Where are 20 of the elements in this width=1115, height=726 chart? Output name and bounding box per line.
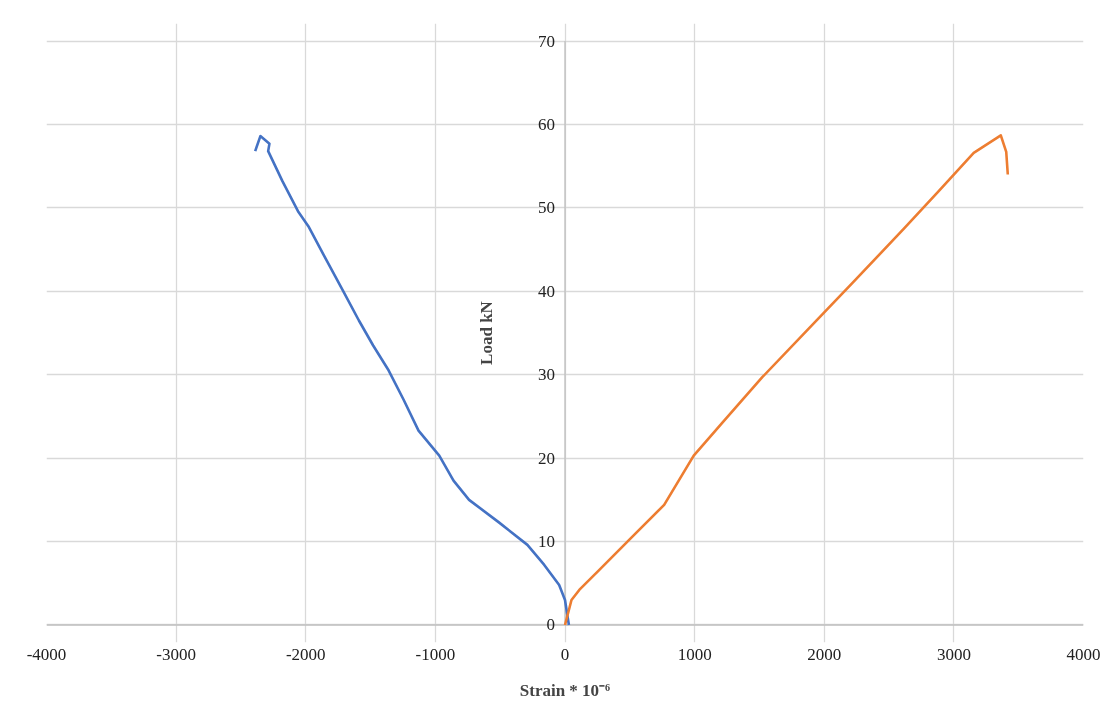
x-tick-label: -2000 (285, 644, 326, 664)
x-axis-title: Strain * 10⁻⁶ (519, 680, 611, 700)
line-series (563, 133, 1010, 627)
y-tick-label: 40 (538, 281, 555, 301)
x-tick-label: 3000 (936, 644, 971, 664)
y-tick-label: 10 (538, 532, 555, 552)
x-tick-label: 4000 (1066, 644, 1101, 664)
y-tick-label: 70 (538, 31, 555, 51)
y-tick-label: 60 (538, 114, 555, 134)
y-axis-title: Load kN (476, 300, 496, 365)
x-tick-label: -1000 (415, 644, 456, 664)
y-tick-label: 50 (538, 198, 555, 218)
x-tick-label: 2000 (807, 644, 842, 664)
x-tick-label: 0 (560, 644, 570, 664)
y-tick-label: 20 (538, 448, 555, 468)
x-tick-label: 1000 (677, 644, 712, 664)
x-tick-label: -4000 (26, 644, 67, 664)
y-tick-label: 0 (546, 615, 555, 635)
y-tick-label: 30 (538, 365, 555, 385)
x-tick-label: -3000 (156, 644, 196, 664)
